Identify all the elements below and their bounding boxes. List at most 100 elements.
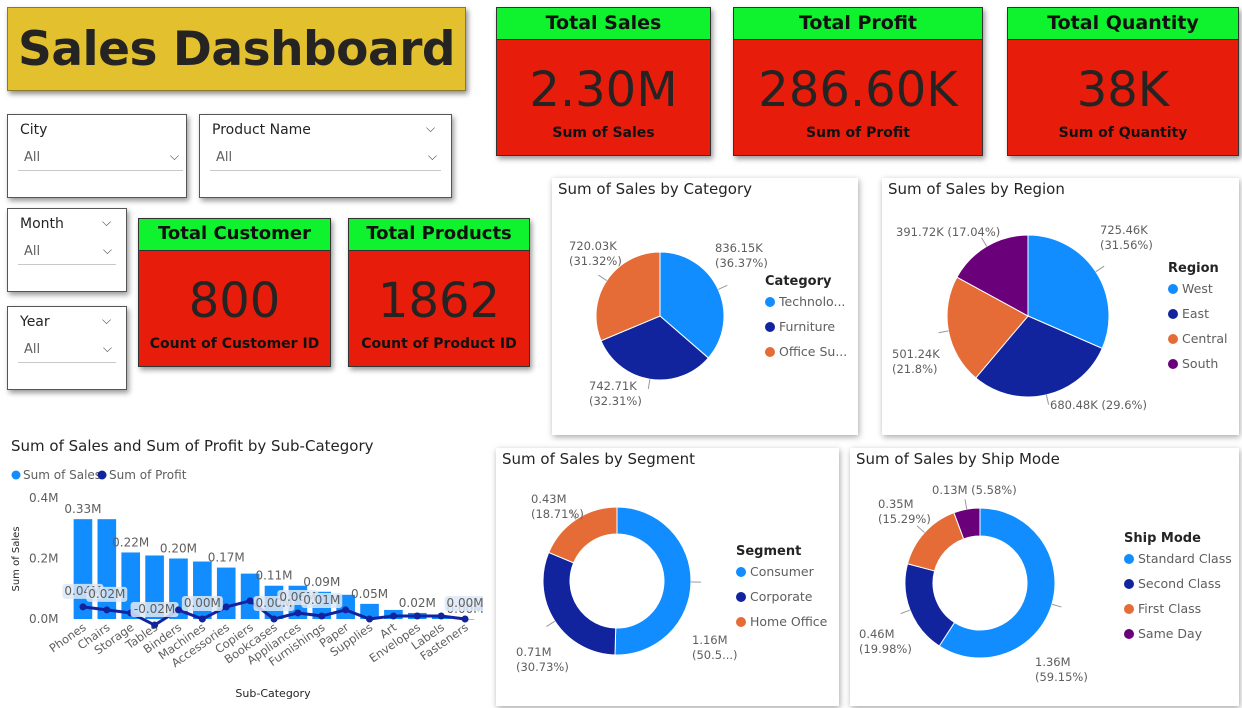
profit-point [294,609,302,617]
month-dropdown[interactable]: All ⌵ [18,239,116,265]
line-label-bg [444,596,483,611]
profit-point [413,612,421,620]
chevron-down-icon[interactable]: ⌵ [102,243,112,257]
bar-data-label: 0.05M [351,587,388,601]
bar-data-label: 0.02M [399,596,436,610]
pie-slice-home-office [548,506,618,564]
legend-marker [736,567,746,577]
legend-marker [1124,579,1134,589]
legend-item: Standard Class [1138,551,1232,566]
leader-line [900,609,911,615]
leader-line [1045,394,1050,405]
city-slicer[interactable]: City All ⌵ [7,114,187,198]
total-quantity-card: Total Quantity 38K Sum of Quantity [1007,7,1239,156]
profit-point [79,603,87,611]
legend-marker [765,347,775,357]
pie-slice-office-su- [595,251,661,342]
bar-data-label: 0.09M [303,575,340,589]
total-products-caption: Count of Product ID [361,336,517,352]
bar-data-label: 0.17M [208,551,245,565]
category-chart-card: Sum of Sales by Category 836.15K (36.37%)… [552,178,858,435]
y-tick-label: 0.4M [29,491,58,505]
total-sales-card: Total Sales 2.30M Sum of Sales [496,7,711,156]
chevron-down-icon[interactable]: ⌵ [426,121,436,135]
pie-slice-corporate [542,551,617,656]
legend-item: Sum of Profit [109,468,187,482]
total-products-value: 1862 [377,273,501,329]
data-label: 0.35M [878,497,914,511]
data-label: 391.72K (17.04%) [896,225,1000,239]
legend-item: Sum of Sales [23,468,101,482]
leader-line [598,274,607,281]
legend-item: Office Su... [779,344,847,359]
data-label: 680.48K (29.6%) [1050,398,1147,412]
leader-line [1095,265,1105,273]
year-dropdown-value: All [24,342,41,357]
legend-item: Technolo... [778,294,845,309]
month-slicer[interactable]: Month ⌵ All ⌵ [7,208,127,292]
legend-item: Home Office [750,614,828,629]
product-name-dropdown[interactable]: All ⌵ [210,145,441,171]
total-profit-caption: Sum of Profit [806,125,910,141]
data-label: 0.71M [516,645,552,659]
x-axis-title: Sub-Category [235,687,311,700]
legend-marker [11,470,21,480]
chevron-down-icon[interactable]: ⌵ [102,313,112,327]
data-label: 725.46K [1100,223,1148,237]
region-chart-title: Sum of Sales by Region [888,180,1065,198]
month-dropdown-value: All [24,244,41,259]
pie-slice-consumer [614,506,692,656]
legend-marker [1124,604,1134,614]
pie-slice-technolo- [659,251,725,359]
year-slicer[interactable]: Year ⌵ All ⌵ [7,306,127,390]
year-slicer-label: Year [20,314,50,330]
total-sales-value: 2.30M [529,62,678,118]
legend-item: West [1182,281,1213,296]
city-dropdown[interactable]: All ⌵ [18,145,183,171]
legend-item: South [1182,356,1218,371]
y-tick-label: 0.2M [29,552,58,566]
chevron-down-icon[interactable]: ⌵ [102,341,112,355]
legend-marker [765,322,775,332]
y-axis-title: Sum of Sales [11,526,22,591]
legend-marker [736,617,746,627]
region-pie-chart: 725.46K(31.56%) 680.48K (29.6%) 501.24K(21… [892,223,1228,412]
profit-point [366,615,374,623]
data-label: 720.03K [569,239,617,253]
total-sales-header: Total Sales [497,8,710,40]
bar-supplies [360,603,379,619]
profit-point [174,606,182,614]
data-label: 0.43M [531,492,567,506]
chevron-down-icon[interactable]: ⌵ [427,149,437,163]
product-name-slicer[interactable]: Product Name ⌵ All ⌵ [199,114,452,198]
chevron-down-icon[interactable]: ⌵ [102,215,112,229]
total-products-card: Total Products 1862 Count of Product ID [348,218,530,367]
bar-chairs [97,519,117,619]
legend-item: First Class [1138,601,1201,616]
profit-point [342,606,350,614]
bar-data-label: 0.33M [64,502,101,516]
chevron-down-icon[interactable]: ⌵ [169,149,179,163]
data-label: (31.56%) [1100,238,1153,252]
pie-slice-central [946,276,1029,379]
data-label: (30.73%) [516,660,569,674]
category-chart-title: Sum of Sales by Category [558,180,753,198]
pie-slice-standard-class [938,507,1056,659]
leader-line [647,379,651,390]
total-customer-value: 800 [188,273,281,329]
legend-marker [1168,334,1178,344]
data-label: (21.8%) [892,362,938,376]
data-label: 1.36M [1035,655,1071,669]
line-data-label: 0.01M [303,593,340,607]
legend-marker [1168,284,1178,294]
total-customer-header: Total Customer [139,219,330,251]
pie-slice-east [975,315,1103,398]
line-data-label: 0.00M [447,596,483,610]
leader-line [938,330,949,334]
segment-chart-card: Sum of Sales by Segment 1.16M (50.5...) 0.… [496,448,839,706]
pie-slice-furniture [600,315,710,381]
total-products-header: Total Products [349,219,529,251]
line-data-label: 0.00M [184,596,221,610]
year-dropdown[interactable]: All ⌵ [18,337,116,363]
y-tick-label: 0.0M [29,612,58,626]
